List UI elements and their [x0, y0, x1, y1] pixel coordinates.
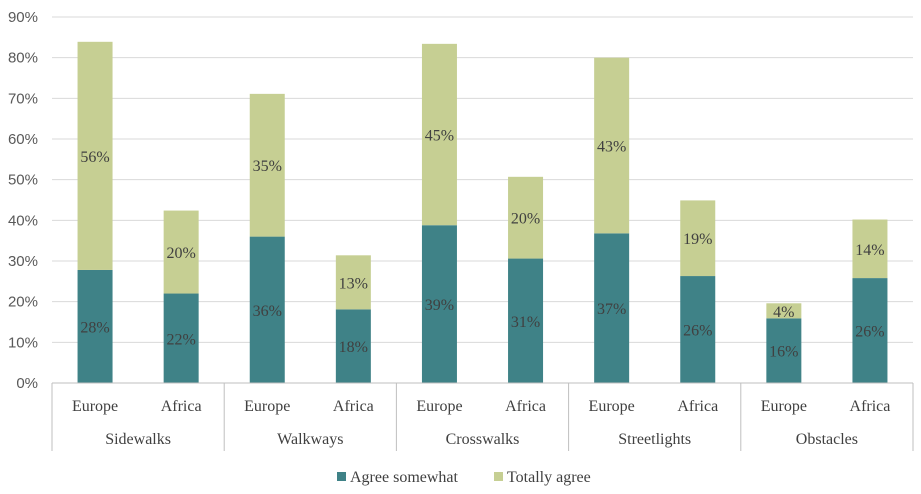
y-tick-label: 40%	[8, 212, 38, 229]
x-group-label: Walkways	[277, 431, 343, 448]
x-category-label: Africa	[677, 398, 718, 415]
y-tick-label: 70%	[8, 90, 38, 107]
bar-agree-somewhat	[766, 318, 802, 383]
data-label: 56%	[80, 149, 109, 166]
bar-totally-agree	[766, 303, 802, 319]
data-label: 4%	[773, 304, 794, 321]
legend-swatch	[494, 472, 503, 481]
bar-agree-somewhat	[680, 276, 716, 383]
bar-totally-agree	[421, 43, 457, 226]
data-label: 28%	[80, 319, 109, 336]
y-tick-label: 60%	[8, 131, 38, 148]
x-group-label: Obstacles	[796, 431, 858, 448]
bar-agree-somewhat	[249, 236, 285, 383]
y-tick-label: 50%	[8, 172, 38, 189]
x-category-label: Europe	[244, 398, 290, 415]
data-label: 39%	[425, 297, 454, 314]
bar-agree-somewhat	[852, 278, 888, 383]
bar-agree-somewhat	[594, 233, 630, 383]
data-label: 13%	[339, 275, 368, 292]
legend-label: Totally agree	[507, 469, 591, 486]
legend-label: Agree somewhat	[350, 469, 459, 486]
bar-agree-somewhat	[508, 258, 544, 383]
x-axis: Europe Africa Europe Africa Europe Africa Euro…	[51, 382, 914, 451]
x-category-label: Africa	[850, 398, 891, 415]
bar-agree-somewhat	[335, 309, 371, 383]
data-label: 22%	[166, 331, 195, 348]
data-label: 26%	[855, 324, 884, 341]
bar-totally-agree	[77, 41, 113, 270]
data-label: 19%	[683, 231, 712, 248]
x-category-label: Africa	[333, 398, 374, 415]
bar-totally-agree	[508, 176, 544, 259]
data-label: 20%	[511, 211, 540, 228]
legend: Agree somewhat Totally agree	[337, 469, 591, 486]
y-tick-label: 10%	[8, 334, 38, 351]
data-label: 14%	[855, 242, 884, 259]
x-category-label: Europe	[761, 398, 807, 415]
data-label: 20%	[166, 245, 195, 262]
bar-totally-agree	[594, 57, 630, 234]
x-group-label: Sidewalks	[105, 431, 171, 448]
y-tick-label: 0%	[16, 375, 38, 392]
x-category-label: Africa	[505, 398, 546, 415]
x-category-label: Europe	[589, 398, 635, 415]
bar-totally-agree	[680, 200, 716, 277]
data-label: 16%	[769, 344, 798, 361]
bar-agree-somewhat	[77, 269, 113, 383]
bar-totally-agree	[335, 255, 371, 310]
x-category-label: Europe	[416, 398, 462, 415]
bars	[77, 41, 888, 383]
bar-totally-agree	[249, 93, 285, 237]
data-label: 43%	[597, 139, 626, 156]
data-label: 37%	[597, 301, 626, 318]
bar-totally-agree	[163, 210, 199, 294]
data-label: 18%	[339, 339, 368, 356]
y-axis: 0% 10% 20% 30% 40% 50% 60% 70% 80% 90%	[8, 9, 38, 392]
x-category-label: Europe	[72, 398, 118, 415]
y-tick-label: 80%	[8, 50, 38, 67]
data-label: 35%	[253, 158, 282, 175]
data-labels: 28% 56% 22% 20% 36% 35% 18% 13% 39% 45% 31% 20% 37% 4…	[80, 128, 884, 361]
legend-swatch	[337, 472, 346, 481]
y-tick-label: 30%	[8, 253, 38, 270]
y-tick-label: 90%	[8, 9, 38, 26]
data-label: 45%	[425, 128, 454, 145]
x-group-label: Streetlights	[618, 431, 691, 448]
data-label: 26%	[683, 323, 712, 340]
data-label: 36%	[253, 303, 282, 320]
bar-agree-somewhat	[163, 293, 199, 383]
x-category-label: Africa	[161, 398, 202, 415]
bar-agree-somewhat	[421, 225, 457, 383]
data-label: 31%	[511, 314, 540, 331]
y-tick-label: 20%	[8, 294, 38, 311]
bar-totally-agree	[852, 219, 888, 279]
x-group-label: Crosswalks	[446, 431, 520, 448]
